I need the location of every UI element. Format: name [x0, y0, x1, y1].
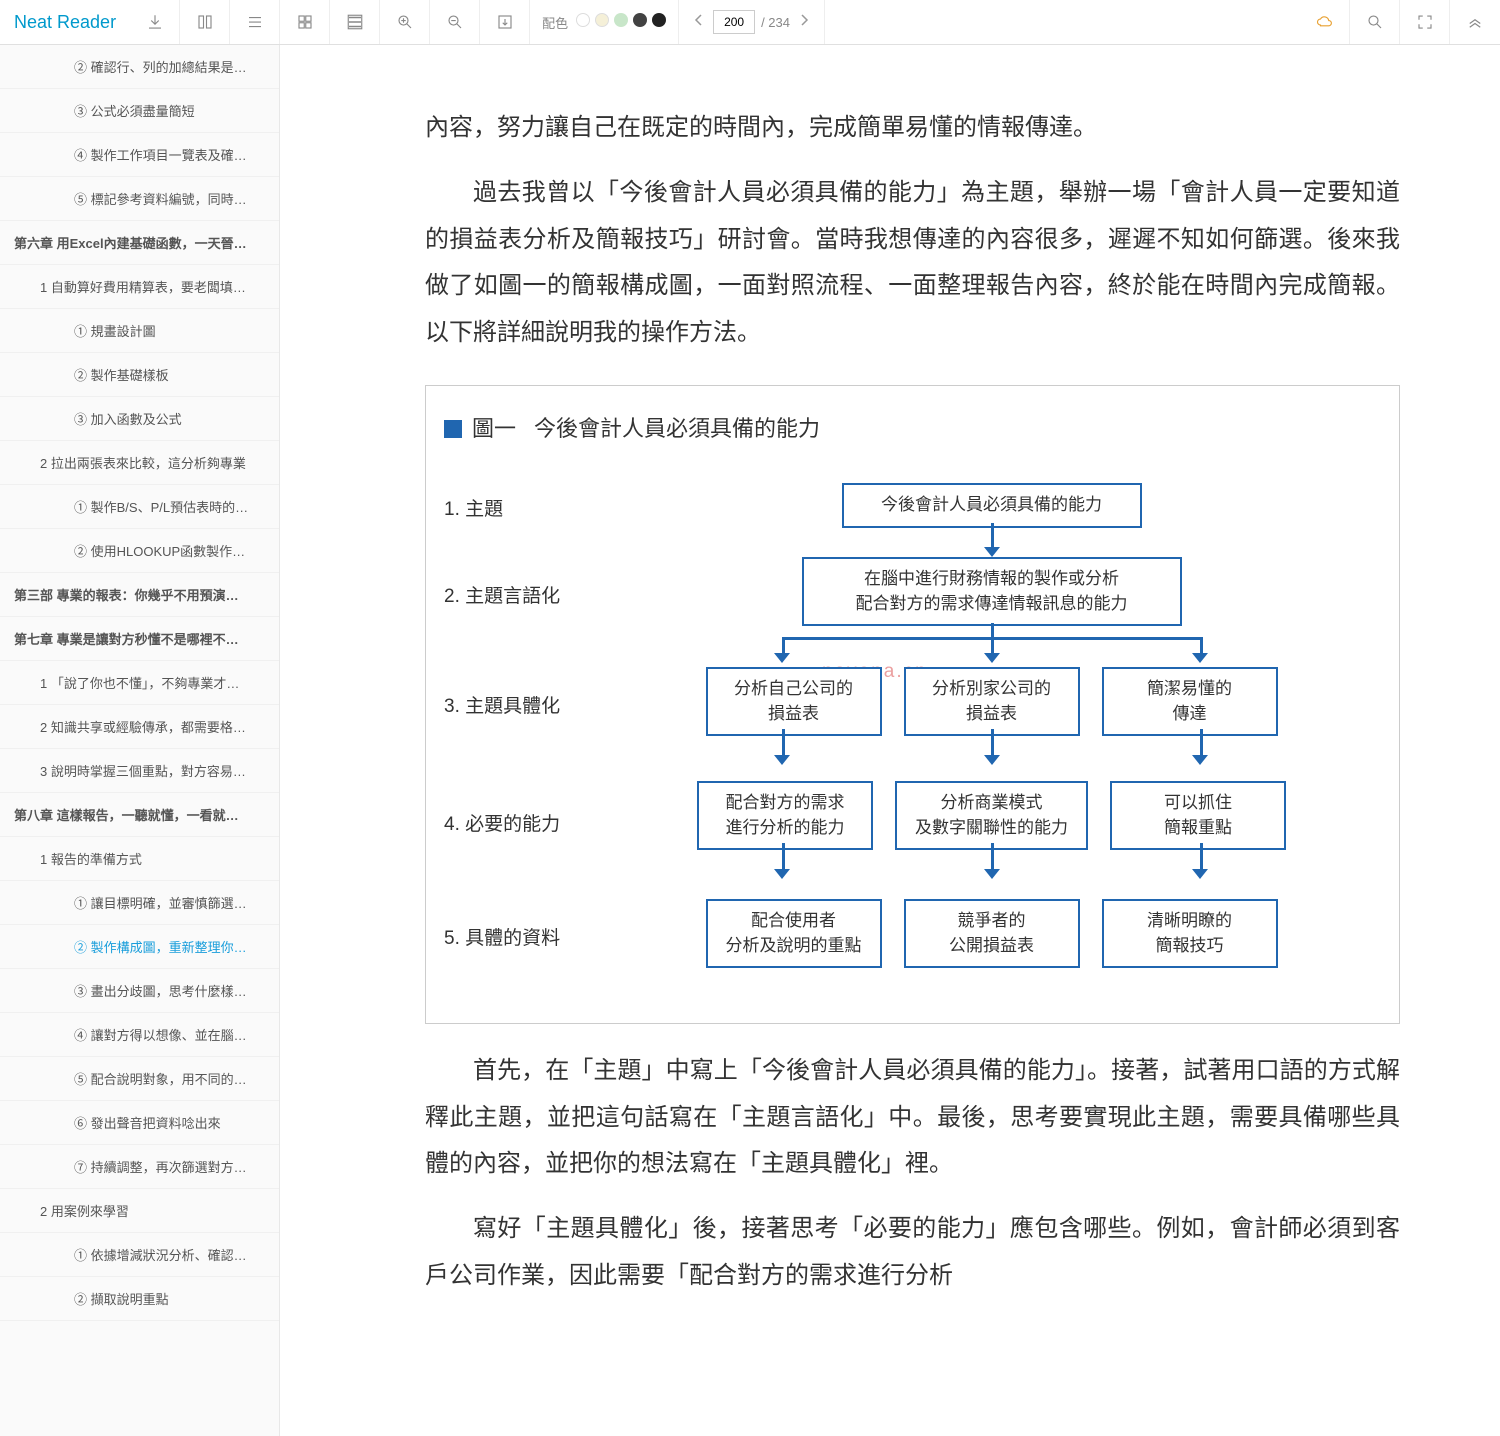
reader-content: 內容，努力讓自己在既定的時間內，完成簡單易懂的情報傳達。 過去我曾以「今後會計人…: [295, 45, 1500, 1436]
toc-item[interactable]: ② 製作基礎樣板: [0, 353, 279, 397]
pager: / 234: [679, 0, 825, 44]
list-icon[interactable]: [330, 0, 380, 44]
toc-item[interactable]: 2 用案例來學習: [0, 1189, 279, 1233]
menu-icon[interactable]: [230, 0, 280, 44]
diagram-node: 分析自己公司的損益表: [706, 667, 882, 736]
cloud-icon[interactable]: [1300, 0, 1350, 44]
title-square-icon: [444, 420, 462, 438]
diagram-title-row: 圖一 今後會計人員必須具備的能力: [444, 408, 1381, 451]
diagram-node: 配合對方的需求進行分析的能力: [697, 781, 873, 850]
zoom-out-icon[interactable]: [430, 0, 480, 44]
zoom-in-icon[interactable]: [380, 0, 430, 44]
diagram-row-label: 1. 主題: [444, 475, 594, 545]
toc-item[interactable]: ④ 讓對方得以想像、並在腦…: [0, 1013, 279, 1057]
toc-item[interactable]: ② 確認行、列的加總結果是…: [0, 45, 279, 89]
diagram-node: 可以抓住簡報重點: [1110, 781, 1286, 850]
toc-item[interactable]: ② 製作構成圖，重新整理你…: [0, 925, 279, 969]
collapse-icon[interactable]: [1450, 0, 1500, 44]
toc-item[interactable]: 1 自動算好費用精算表，要老闆填…: [0, 265, 279, 309]
toc-item[interactable]: 2 拉出兩張表來比較，這分析夠專業: [0, 441, 279, 485]
diagram-node: 競爭者的公開損益表: [904, 899, 1080, 968]
toc-item[interactable]: 1 報告的準備方式: [0, 837, 279, 881]
grid-icon[interactable]: [280, 0, 330, 44]
toc-item[interactable]: ⑦ 持續調整，再次篩選對方…: [0, 1145, 279, 1189]
color-label: 配色: [542, 13, 568, 32]
paragraph: 內容，努力讓自己在既定的時間內，完成簡單易懂的情報傳達。: [425, 105, 1400, 152]
prev-page-icon[interactable]: [689, 13, 707, 32]
toc-item[interactable]: 第七章 專業是讓對方秒懂不是哪裡不…: [0, 617, 279, 661]
color-swatch[interactable]: [652, 13, 666, 27]
color-swatch[interactable]: [576, 13, 590, 27]
toolbar: Neat Reader 配色 / 234: [0, 0, 1500, 45]
app-logo: Neat Reader: [0, 12, 130, 33]
toc-item[interactable]: ③ 加入函數及公式: [0, 397, 279, 441]
toc-item[interactable]: ③ 畫出分歧圖，思考什麼樣…: [0, 969, 279, 1013]
diagram-row-label: 5. 具體的資料: [444, 885, 594, 993]
toc-item[interactable]: ① 讓目標明確，並審慎篩選…: [0, 881, 279, 925]
toc-item[interactable]: 第八章 這樣報告，一聽就懂，一看就…: [0, 793, 279, 837]
diagram-row-label: 3. 主題具體化: [444, 649, 594, 765]
diagram-title-prefix: 圖一: [472, 408, 516, 451]
toc-item[interactable]: ② 擷取說明重點: [0, 1277, 279, 1321]
page-input[interactable]: [713, 10, 755, 34]
import-icon[interactable]: [480, 0, 530, 44]
diagram-row-label: 4. 必要的能力: [444, 765, 594, 885]
color-swatch[interactable]: [614, 13, 628, 27]
toc-item[interactable]: ② 使用HLOOKUP函數製作…: [0, 529, 279, 573]
download-icon[interactable]: [130, 0, 180, 44]
toc-item[interactable]: ③ 公式必須盡量簡短: [0, 89, 279, 133]
toc-item[interactable]: ① 規畫設計圖: [0, 309, 279, 353]
toc-item[interactable]: ⑤ 標記參考資料編號，同時…: [0, 177, 279, 221]
diagram-row-labels: 1. 主題2. 主題言語化3. 主題具體化4. 必要的能力5. 具體的資料: [444, 475, 594, 993]
paragraph: 首先，在「主題」中寫上「今後會計人員必須具備的能力」。接著，試著用口語的方式解釋…: [425, 1048, 1400, 1188]
diagram-figure: 圖一 今後會計人員必須具備的能力 1. 主題2. 主題言語化3. 主題具體化4.…: [425, 385, 1400, 1024]
toc-item[interactable]: ④ 製作工作項目一覽表及確…: [0, 133, 279, 177]
diagram-chart: nayona.cn 今後會計人員必須具備的能力在腦中進行財務情報的製作或分析配合…: [602, 475, 1381, 985]
diagram-node: 今後會計人員必須具備的能力: [842, 483, 1142, 528]
color-swatch[interactable]: [633, 13, 647, 27]
paragraph: 寫好「主題具體化」後，接著思考「必要的能力」應包含哪些。例如，會計師必須到客戶公…: [425, 1206, 1400, 1300]
toc-item[interactable]: ① 依據增減狀況分析、確認…: [0, 1233, 279, 1277]
diagram-row-label: 2. 主題言語化: [444, 545, 594, 649]
library-icon[interactable]: [180, 0, 230, 44]
toc-item[interactable]: 2 知識共享或經驗傳承，都需要格…: [0, 705, 279, 749]
next-page-icon[interactable]: [796, 13, 814, 32]
toc-item[interactable]: ⑤ 配合說明對象，用不同的…: [0, 1057, 279, 1101]
diagram-node: 簡潔易懂的傳達: [1102, 667, 1278, 736]
toc-item[interactable]: ⑥ 發出聲音把資料唸出來: [0, 1101, 279, 1145]
diagram-node: 配合使用者分析及說明的重點: [706, 899, 882, 968]
color-swatch[interactable]: [595, 13, 609, 27]
search-icon[interactable]: [1350, 0, 1400, 44]
diagram-node: 分析商業模式及數字關聯性的能力: [895, 781, 1088, 850]
toc-item[interactable]: 第三部 專業的報表：你幾乎不用預演…: [0, 573, 279, 617]
toc-item[interactable]: 3 說明時掌握三個重點，對方容易…: [0, 749, 279, 793]
diagram-node: 在腦中進行財務情報的製作或分析配合對方的需求傳達情報訊息的能力: [802, 557, 1182, 626]
color-picker: 配色: [530, 0, 679, 44]
toc-item[interactable]: ① 製作B/S、P/L預估表時的…: [0, 485, 279, 529]
sidebar-toc[interactable]: ② 確認行、列的加總結果是…③ 公式必須盡量簡短④ 製作工作項目一覽表及確…⑤ …: [0, 45, 280, 1436]
paragraph: 過去我曾以「今後會計人員必須具備的能力」為主題，舉辦一場「會計人員一定要知道的損…: [425, 170, 1400, 357]
diagram-node: 清晰明瞭的簡報技巧: [1102, 899, 1278, 968]
fullscreen-icon[interactable]: [1400, 0, 1450, 44]
page-total: / 234: [761, 15, 790, 30]
toc-item[interactable]: 1 「說了你也不懂」，不夠專業才…: [0, 661, 279, 705]
diagram-title: 今後會計人員必須具備的能力: [534, 408, 820, 451]
toc-item[interactable]: 第六章 用Excel內建基礎函數，一天晉…: [0, 221, 279, 265]
diagram-node: 分析別家公司的損益表: [904, 667, 1080, 736]
